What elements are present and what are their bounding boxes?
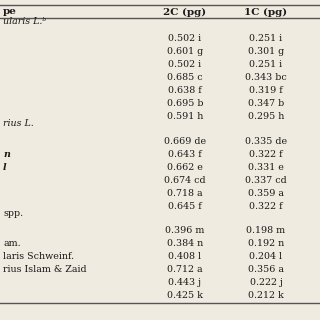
Text: pe: pe — [3, 7, 17, 17]
Text: 0.322 f: 0.322 f — [249, 202, 283, 211]
Text: laris Schweinf.: laris Schweinf. — [3, 252, 74, 261]
Text: 0.662 e: 0.662 e — [167, 163, 203, 172]
Text: 0.335 de: 0.335 de — [245, 137, 287, 146]
Text: 0.356 a: 0.356 a — [248, 265, 284, 274]
Text: 0.222 j: 0.222 j — [250, 278, 283, 287]
Text: 0.502 i: 0.502 i — [168, 34, 202, 43]
Text: 0.396 m: 0.396 m — [165, 226, 205, 235]
Text: 0.384 n: 0.384 n — [167, 239, 203, 248]
Text: 0.502 i: 0.502 i — [168, 60, 202, 69]
Text: 0.331 e: 0.331 e — [248, 163, 284, 172]
Text: 0.319 f: 0.319 f — [249, 86, 283, 95]
Text: am.: am. — [3, 239, 20, 248]
Text: 0.674 cd: 0.674 cd — [164, 176, 206, 185]
Text: 0.669 de: 0.669 de — [164, 137, 206, 146]
Text: 0.359 a: 0.359 a — [248, 188, 284, 198]
Text: 0.212 k: 0.212 k — [248, 291, 284, 300]
Text: 0.408 l: 0.408 l — [168, 252, 202, 261]
Text: 0.337 cd: 0.337 cd — [245, 176, 287, 185]
Text: 0.322 f: 0.322 f — [249, 150, 283, 159]
Text: 0.712 a: 0.712 a — [167, 265, 203, 274]
Text: 0.204 l: 0.204 l — [249, 252, 283, 261]
Text: 0.685 c: 0.685 c — [167, 73, 203, 82]
Text: 0.251 i: 0.251 i — [249, 60, 283, 69]
Text: 0.591 h: 0.591 h — [167, 112, 203, 121]
Text: 0.643 f: 0.643 f — [168, 150, 202, 159]
Text: 0.251 i: 0.251 i — [249, 34, 283, 43]
Text: 0.343 bc: 0.343 bc — [245, 73, 287, 82]
Text: ularis L.ᵇ: ularis L.ᵇ — [3, 17, 46, 26]
Text: l: l — [3, 163, 7, 172]
Text: n: n — [3, 150, 10, 159]
Text: 0.718 a: 0.718 a — [167, 188, 203, 198]
Text: 2C (pg): 2C (pg) — [164, 7, 207, 17]
Text: 0.638 f: 0.638 f — [168, 86, 202, 95]
Text: 0.295 h: 0.295 h — [248, 112, 284, 121]
Text: 0.198 m: 0.198 m — [246, 226, 285, 235]
Text: 0.347 b: 0.347 b — [248, 99, 284, 108]
Text: spp.: spp. — [3, 209, 23, 218]
Text: 1C (pg): 1C (pg) — [244, 7, 288, 17]
Text: 0.695 b: 0.695 b — [167, 99, 203, 108]
Text: rius Islam & Zaid: rius Islam & Zaid — [3, 265, 87, 274]
Text: 0.645 f: 0.645 f — [168, 202, 202, 211]
Text: 0.443 j: 0.443 j — [169, 278, 202, 287]
Text: rius L.: rius L. — [3, 119, 34, 128]
Text: 0.301 g: 0.301 g — [248, 47, 284, 56]
Text: 0.601 g: 0.601 g — [167, 47, 203, 56]
Text: 0.192 n: 0.192 n — [248, 239, 284, 248]
Text: 0.425 k: 0.425 k — [167, 291, 203, 300]
